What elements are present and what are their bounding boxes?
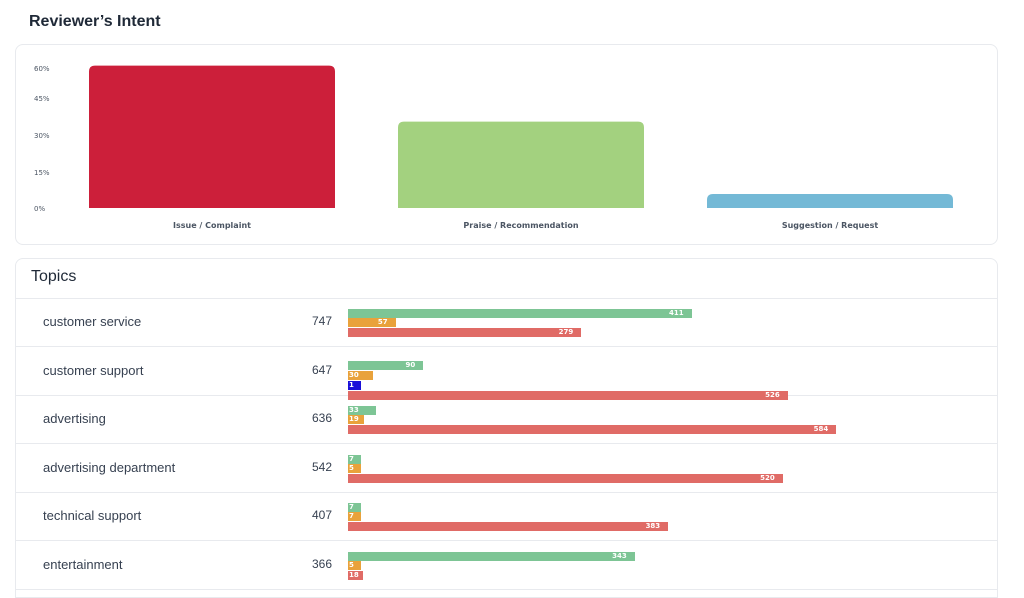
topic-row[interactable]: advertising 636 33 19 584 xyxy=(16,396,997,444)
topic-bar[interactable]: 57 xyxy=(348,318,396,327)
topic-bar[interactable]: 30 xyxy=(348,370,374,380)
topic-bar-label: 7 xyxy=(349,454,354,463)
topic-bar-label: 7 xyxy=(349,512,354,520)
topic-bar[interactable]: 7 xyxy=(348,454,361,464)
topic-bar-label: 520 xyxy=(760,473,775,482)
topic-bar-label: 7 xyxy=(349,503,354,511)
topic-bar[interactable]: 90 xyxy=(348,360,424,370)
topic-bar[interactable]: 383 xyxy=(348,522,669,531)
y-tick-label: 60% xyxy=(34,65,50,73)
topic-bars: 33 19 584 xyxy=(348,396,988,444)
topic-bar[interactable]: 5 xyxy=(348,560,361,570)
intent-section-title: Reviewer’s Intent xyxy=(29,13,161,30)
topics-card: Topics customer service 747 411 57 279 custom… xyxy=(15,258,998,598)
topic-row[interactable]: customer service 747 411 57 279 xyxy=(16,299,997,347)
topic-bar[interactable]: 343 xyxy=(348,551,635,561)
topic-bars: 7 5 520 xyxy=(348,445,988,493)
topic-row[interactable]: technical support 407 7 7 383 xyxy=(16,493,997,541)
topic-total: 542 xyxy=(311,459,332,474)
topic-bar[interactable]: 33 xyxy=(348,406,376,415)
topic-bar[interactable]: 520 xyxy=(348,473,783,483)
topic-bar-label: 343 xyxy=(612,551,627,560)
topics-header-divider xyxy=(16,298,997,299)
x-category-label: Praise / Recommendation xyxy=(463,221,578,230)
x-category-label: Issue / Complaint xyxy=(173,221,251,230)
topic-bar[interactable]: 19 xyxy=(348,415,364,424)
topic-bar[interactable]: 5 xyxy=(348,463,361,473)
x-category-label: Suggestion / Request xyxy=(782,221,879,230)
topic-bar-label: 5 xyxy=(349,560,354,569)
topic-total: 407 xyxy=(311,508,332,522)
topic-bars: 90 30 1 526 xyxy=(348,348,988,400)
topic-bar-label: 279 xyxy=(558,328,574,336)
topic-name: customer support xyxy=(43,362,144,378)
topic-row[interactable]: entertainment 366 343 5 18 xyxy=(16,542,997,590)
intent-bar-praise-recommendation[interactable] xyxy=(398,121,644,208)
topic-bar-label: 5 xyxy=(349,463,354,472)
intent-bar-suggestion-request[interactable] xyxy=(707,194,953,208)
topic-bar-label: 19 xyxy=(349,415,359,423)
topic-bar[interactable]: 279 xyxy=(348,328,582,337)
topic-name: advertising department xyxy=(43,459,176,475)
topic-total: 636 xyxy=(311,411,332,425)
topic-bar[interactable]: 411 xyxy=(348,309,692,318)
topic-bar-label: 30 xyxy=(349,370,359,379)
intent-bar-chart: 0% 15% 30% 45% 60% Issue / Complaint Praise / … xyxy=(34,65,953,230)
topic-bar[interactable]: 526 xyxy=(348,390,788,400)
topics-section-title: Topics xyxy=(31,268,77,285)
topic-total: 747 xyxy=(311,314,332,328)
topic-bar[interactable]: 7 xyxy=(348,503,361,512)
topic-name: advertising xyxy=(43,411,106,426)
topic-total: 366 xyxy=(311,556,332,571)
topic-bar[interactable]: 1 xyxy=(348,380,361,390)
topic-bar-label: 411 xyxy=(668,309,684,317)
topic-bar-label: 18 xyxy=(349,570,359,579)
topic-bar-label: 57 xyxy=(377,318,388,326)
intent-chart-card: 0% 15% 30% 45% 60% Issue / Complaint Praise / … xyxy=(15,44,998,245)
topic-bar-label: 1 xyxy=(349,380,354,389)
topic-name: entertainment xyxy=(43,556,123,572)
y-tick-label: 30% xyxy=(34,132,50,140)
topic-bar[interactable]: 584 xyxy=(348,425,837,434)
topic-name: technical support xyxy=(43,508,142,523)
topic-bar-label: 584 xyxy=(813,425,829,433)
topic-total: 647 xyxy=(311,362,332,377)
y-tick-label: 0% xyxy=(34,205,45,213)
topic-name: customer service xyxy=(43,314,142,329)
topic-row[interactable]: customer support 647 90 30 1 526 xyxy=(16,348,997,400)
topic-bars: 411 57 279 xyxy=(348,299,988,347)
topic-bar-label: 90 xyxy=(405,360,416,369)
topic-row[interactable]: advertising department 542 7 5 520 xyxy=(16,445,997,493)
topic-bar-label: 526 xyxy=(765,390,780,399)
intent-bar-issue-complaint[interactable] xyxy=(89,65,335,209)
y-tick-label: 15% xyxy=(34,169,50,177)
topic-bars: 7 7 383 xyxy=(348,493,988,541)
topic-bar[interactable]: 7 xyxy=(348,512,361,521)
topic-bars: 343 5 18 xyxy=(348,542,988,590)
y-tick-label: 45% xyxy=(34,95,50,103)
topic-bar[interactable]: 18 xyxy=(348,570,364,580)
topic-bar-label: 33 xyxy=(349,406,359,414)
topic-bar-label: 383 xyxy=(645,522,661,530)
